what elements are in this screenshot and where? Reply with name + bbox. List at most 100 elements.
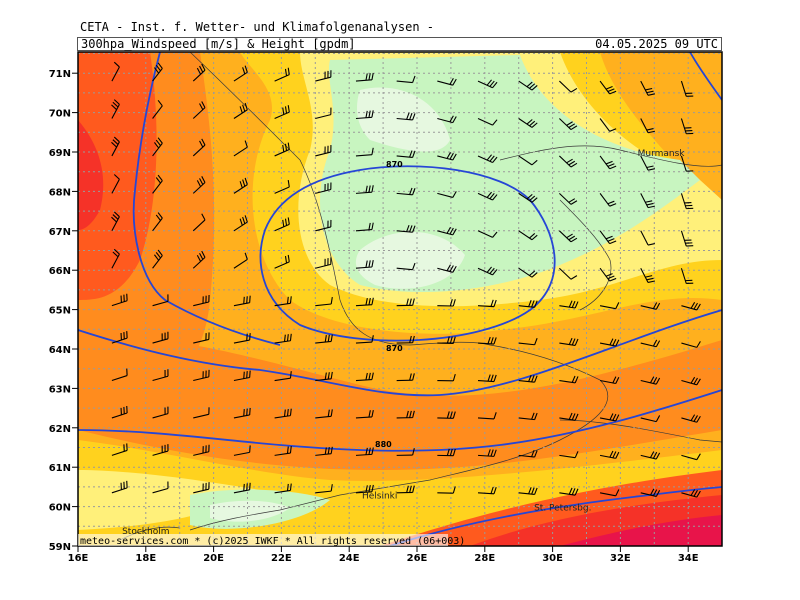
wind-barb xyxy=(640,155,656,171)
wind-barb xyxy=(274,105,290,120)
wind-barb xyxy=(193,369,210,382)
wind-barb xyxy=(599,489,620,497)
wind-barb xyxy=(193,332,210,344)
wind-barb xyxy=(355,110,374,120)
footer-credit: meteo-services.com * (c)2025 IWKF * All … xyxy=(80,536,465,547)
wind-barb xyxy=(559,337,579,346)
wind-barb xyxy=(477,486,497,495)
height-contours xyxy=(78,52,722,546)
wind-barb xyxy=(192,138,206,157)
wind-barb xyxy=(518,118,538,128)
lon-label: 22E xyxy=(271,553,292,564)
wind-barb xyxy=(111,293,128,307)
wind-barb xyxy=(315,446,333,456)
contour-label-south: 870 xyxy=(386,344,403,353)
footer-backdrop xyxy=(78,534,448,546)
wind-barb xyxy=(559,192,578,205)
wind-barb xyxy=(396,187,416,196)
wind-barb xyxy=(355,372,374,382)
wind-barb xyxy=(680,268,694,285)
wind-barb xyxy=(437,411,456,419)
wind-barb xyxy=(274,142,290,157)
wind-barb xyxy=(437,373,456,382)
wind-barb xyxy=(233,407,251,419)
wind-barb xyxy=(396,335,415,344)
city-labels: Murmansk Helsinki Stockholm St. Petersbg. xyxy=(122,149,685,537)
wind-barb xyxy=(274,408,292,419)
wind-barb xyxy=(477,154,498,164)
wind-barb xyxy=(559,230,578,243)
lat-label: 60N xyxy=(49,503,71,514)
wind-barb xyxy=(233,215,248,232)
wind-band-jet-southeast xyxy=(560,515,722,546)
wind-barb xyxy=(396,150,416,158)
lon-label: 30E xyxy=(542,553,563,564)
wind-barb xyxy=(640,230,656,246)
wind-barb xyxy=(437,115,457,124)
wind-barb xyxy=(640,118,656,134)
lat-label: 69N xyxy=(49,148,71,159)
wind-barb xyxy=(599,230,617,245)
wind-barb xyxy=(233,102,248,119)
lat-label: 61N xyxy=(49,463,71,474)
wind-barb xyxy=(193,294,210,307)
wind-barb xyxy=(233,140,248,157)
wind-barb xyxy=(640,267,656,283)
city-label: Stockholm xyxy=(122,527,169,537)
header-institute: CETA - Inst. f. Wetter- und Klimafolgena… xyxy=(80,20,435,34)
wind-barb xyxy=(640,80,656,96)
wind-barb xyxy=(233,177,248,194)
wind-barb xyxy=(192,250,206,269)
wind-barb xyxy=(477,79,498,89)
wind-barb xyxy=(559,80,578,93)
wind-barb xyxy=(274,483,292,494)
wind-barb xyxy=(477,449,497,457)
wind-barb xyxy=(233,445,251,456)
wind-barb xyxy=(233,252,248,269)
wind-barb xyxy=(355,185,374,194)
city-label: Helsinki xyxy=(362,492,397,502)
city-label: St. Petersbg. xyxy=(534,504,591,514)
wind-barb xyxy=(192,213,206,232)
wind-barb xyxy=(599,193,617,207)
axis-ticks xyxy=(72,72,689,552)
wind-barb xyxy=(599,302,620,310)
wind-band-core-west xyxy=(78,52,157,300)
wind-barb xyxy=(355,409,374,419)
wind-barb xyxy=(274,446,292,456)
wind-barb xyxy=(152,99,163,119)
wind-barb xyxy=(396,224,416,233)
wind-barb xyxy=(315,484,333,494)
wind-barb xyxy=(111,99,120,119)
wind-barb xyxy=(274,333,292,344)
contour-west xyxy=(132,52,281,346)
wind-barb xyxy=(315,296,333,307)
wind-barb xyxy=(233,65,248,82)
wind-barb xyxy=(315,182,332,194)
contour-label-band: 880 xyxy=(375,440,392,449)
wind-barb xyxy=(152,444,169,456)
wind-barb xyxy=(437,152,457,161)
wind-barb xyxy=(111,211,120,232)
wind-barb xyxy=(355,147,374,157)
wind-barb xyxy=(599,338,620,347)
wind-barb xyxy=(355,335,374,344)
wind-barb xyxy=(192,176,206,194)
wind-barb xyxy=(315,145,332,157)
wind-barb xyxy=(152,294,169,307)
wind-barb xyxy=(152,406,169,419)
wind-barb xyxy=(396,485,415,494)
wind-barb xyxy=(396,262,416,271)
wind-barb xyxy=(274,371,292,382)
map-field xyxy=(78,52,722,546)
wind-barb xyxy=(477,191,498,201)
wind-barb xyxy=(640,302,661,310)
wind-barb xyxy=(640,376,661,385)
wind-barb xyxy=(559,155,578,168)
lat-label: 65N xyxy=(49,306,71,317)
wind-barb xyxy=(396,75,416,84)
lat-label: 67N xyxy=(49,227,71,238)
city-label: Murmansk xyxy=(638,149,686,159)
wind-barb xyxy=(477,118,498,126)
wind-barb xyxy=(152,62,163,82)
